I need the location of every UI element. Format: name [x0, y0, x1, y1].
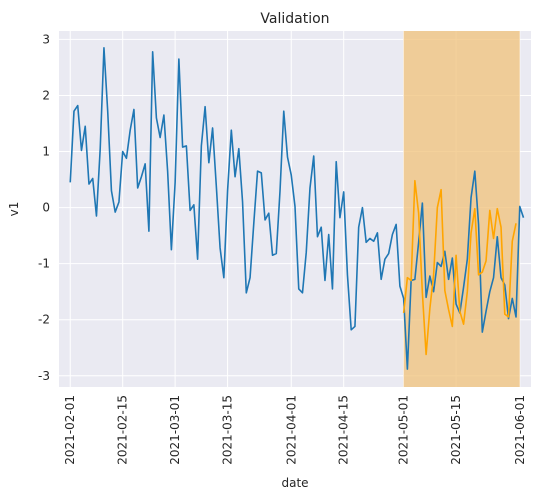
x-tick-label: 2021-06-01 [513, 395, 527, 465]
series-line-2 [402, 179, 517, 356]
y-tick-label: 2 [42, 88, 50, 102]
x-axis-label: date [281, 476, 308, 490]
y-tick-label: 0 [42, 201, 50, 215]
x-tick-label: 2021-03-01 [168, 395, 182, 465]
y-tick-label: 3 [42, 32, 50, 46]
y-tick-label: -1 [38, 257, 50, 271]
x-tick-label: 2021-02-01 [63, 395, 77, 465]
x-tick-label: 2021-02-15 [116, 395, 130, 465]
y-tick-label: 1 [42, 145, 50, 159]
x-tick-label: 2021-05-15 [449, 395, 463, 465]
x-tick-labels: 2021-02-01 2021-02-15 2021-03-01 2021-03-15… [63, 395, 527, 465]
y-axis-label: v1 [7, 202, 21, 217]
x-tick-label: 2021-04-01 [284, 395, 298, 465]
y-tick-labels: 3 2 1 0 -1 -2 -3 [38, 32, 50, 382]
series-line-1 [69, 47, 525, 370]
y-tick-label: -3 [38, 369, 50, 383]
series-lines [69, 47, 525, 370]
x-tick-label: 2021-03-15 [221, 395, 235, 465]
chart-title: Validation [260, 11, 329, 27]
y-tick-label: -2 [38, 313, 50, 327]
x-tick-label: 2021-05-01 [397, 395, 411, 465]
x-tick-label: 2021-04-15 [337, 395, 351, 465]
